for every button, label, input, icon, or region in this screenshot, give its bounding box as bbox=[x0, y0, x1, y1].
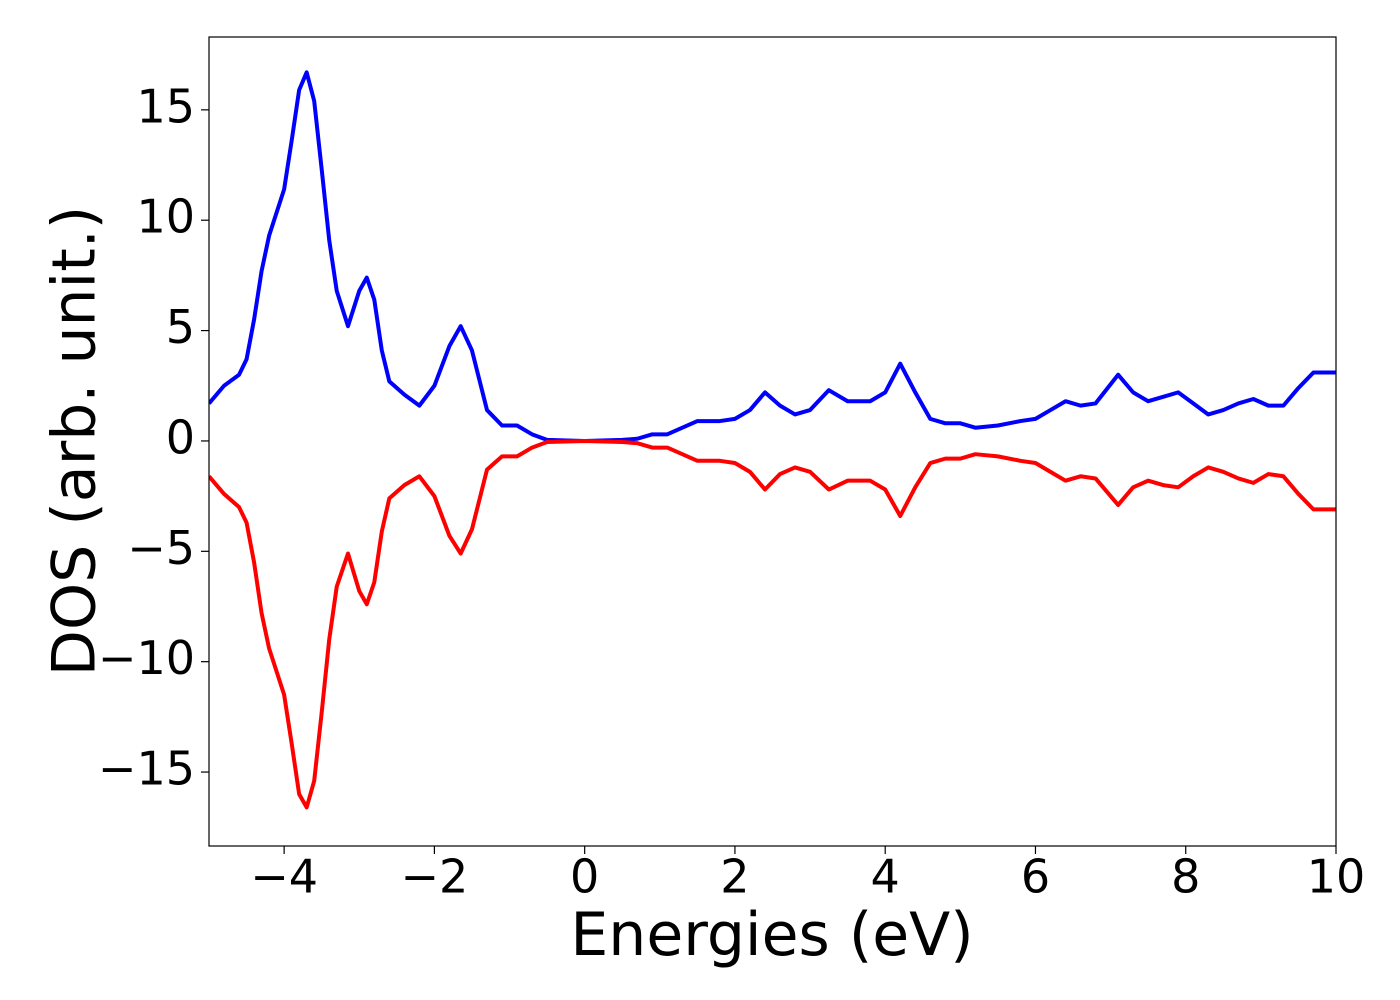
x-axis-label: Energies (eV) bbox=[570, 900, 973, 970]
x-tick-label: −4 bbox=[250, 850, 318, 904]
y-tick-label: −5 bbox=[127, 521, 195, 575]
y-tick-label: 15 bbox=[136, 79, 195, 133]
y-tick-label: −15 bbox=[98, 742, 195, 796]
x-tick-label: 0 bbox=[570, 850, 599, 904]
y-tick-label: 0 bbox=[166, 410, 195, 464]
x-tick-label: 6 bbox=[1021, 850, 1050, 904]
line-series bbox=[209, 438, 1336, 810]
y-tick-label: −10 bbox=[98, 631, 195, 685]
x-tick-label: 4 bbox=[871, 850, 900, 904]
x-tick-label: 8 bbox=[1171, 850, 1200, 904]
y-tick-label: 10 bbox=[136, 190, 195, 244]
y-tick-label: 5 bbox=[166, 300, 195, 354]
x-tick-label: −2 bbox=[400, 850, 468, 904]
y-axis-label: DOS (arb. unit.) bbox=[40, 206, 110, 676]
x-tick-label: 2 bbox=[720, 850, 749, 904]
line-series bbox=[209, 70, 1336, 443]
x-tick-label: 10 bbox=[1307, 850, 1366, 904]
